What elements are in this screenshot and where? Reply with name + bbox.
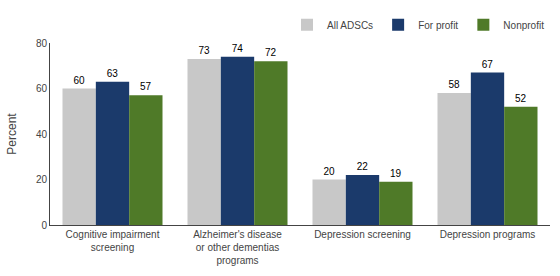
svg-text:67: 67 xyxy=(482,59,494,70)
svg-text:60: 60 xyxy=(73,75,85,86)
svg-text:40: 40 xyxy=(36,129,48,140)
svg-text:20: 20 xyxy=(323,166,335,177)
svg-text:Alzheimer's diseaseor other de: Alzheimer's diseaseor other dementiaspro… xyxy=(193,229,282,266)
svg-text:22: 22 xyxy=(357,161,369,172)
svg-text:63: 63 xyxy=(107,68,119,79)
svg-text:72: 72 xyxy=(265,47,277,58)
svg-text:Percent: Percent xyxy=(5,113,19,155)
svg-text:Nonprofit: Nonprofit xyxy=(503,20,544,31)
svg-text:58: 58 xyxy=(448,79,460,90)
svg-text:80: 80 xyxy=(36,38,48,49)
svg-text:73: 73 xyxy=(198,45,210,56)
svg-text:For profit: For profit xyxy=(418,20,458,31)
svg-text:Depression programs: Depression programs xyxy=(440,229,536,240)
svg-text:60: 60 xyxy=(36,83,48,94)
svg-text:19: 19 xyxy=(390,168,402,179)
svg-text:Depression screening: Depression screening xyxy=(314,229,411,240)
svg-text:74: 74 xyxy=(232,43,244,54)
svg-text:All ADSCs: All ADSCs xyxy=(327,20,373,31)
svg-text:Cognitive impairmentscreening: Cognitive impairmentscreening xyxy=(66,229,160,253)
svg-text:52: 52 xyxy=(515,93,527,104)
svg-text:0: 0 xyxy=(41,220,47,231)
svg-text:57: 57 xyxy=(140,81,152,92)
svg-text:20: 20 xyxy=(36,174,48,185)
